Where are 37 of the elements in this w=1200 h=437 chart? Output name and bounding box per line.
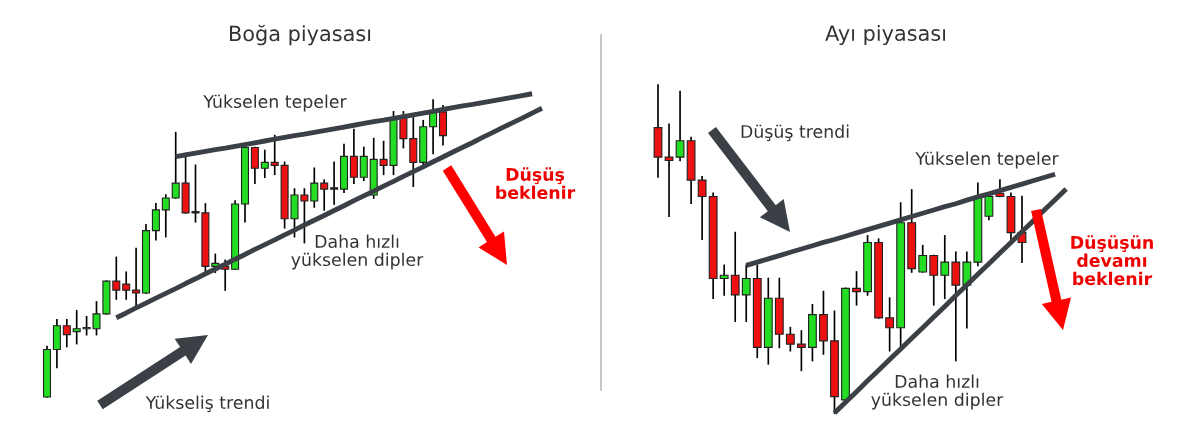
candlestick	[438, 105, 448, 146]
chart-title: Boğa piyasası	[230, 24, 371, 46]
candlestick	[250, 146, 259, 184]
candlestick	[940, 235, 950, 300]
candlestick	[122, 271, 131, 300]
chart-title: Ayı piyasası	[825, 24, 946, 46]
candlestick	[918, 244, 928, 273]
candlestick	[675, 90, 685, 162]
candlestick	[330, 161, 339, 205]
candlestick	[151, 203, 160, 241]
candlestick	[161, 194, 170, 238]
candlestick	[52, 318, 61, 369]
candlestick	[852, 271, 861, 306]
annotation: Yükselen tepeler	[203, 94, 347, 112]
candlestick	[320, 179, 329, 211]
candlestick	[785, 326, 795, 352]
candlestick	[260, 149, 269, 179]
candlestick	[359, 146, 368, 182]
candlestick	[929, 254, 939, 306]
annotation: Yükseliş trendi	[145, 395, 269, 413]
annotation: Düşüş trendi	[741, 124, 849, 142]
annotation: Daha hızlı yükselen dipler	[291, 234, 424, 270]
candlestick	[62, 318, 71, 348]
candlestick	[664, 123, 674, 218]
candlestick	[796, 330, 806, 372]
annotation: Yükselen tepeler	[915, 151, 1059, 169]
candlestick	[741, 264, 751, 322]
candlestick	[885, 297, 895, 352]
annotation: Düşüş beklenir	[496, 167, 576, 200]
candlestick	[349, 128, 358, 184]
candlestick	[951, 251, 961, 362]
candlestick	[962, 251, 972, 329]
candlestick	[697, 176, 707, 240]
candlestick	[730, 231, 740, 322]
candlestick	[719, 264, 729, 296]
annotation: Düşüşün devamı beklenir	[1071, 235, 1153, 286]
annotation: Daha hızlı yükselen dipler	[871, 374, 1004, 410]
